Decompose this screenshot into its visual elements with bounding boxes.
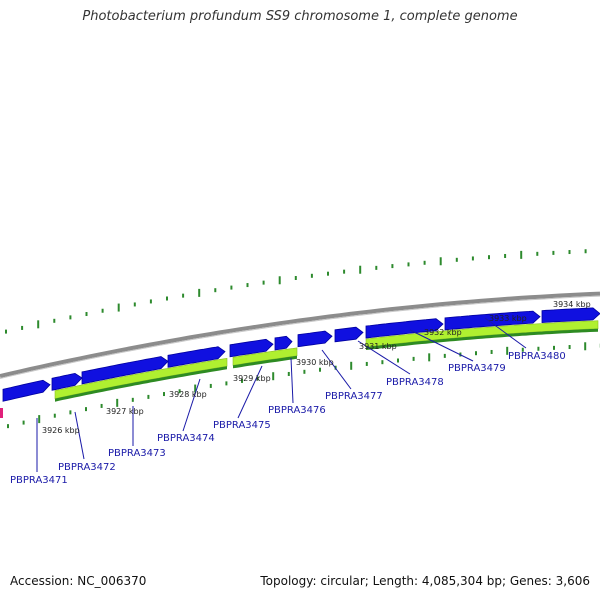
gene-leader-line [182, 378, 201, 432]
gene-leader-line [409, 329, 474, 362]
feature-tracks [0, 307, 600, 418]
gene-leader-line [484, 317, 527, 349]
outer-tick-ring [5, 249, 587, 334]
kbp-label: 3934 kbp [553, 300, 591, 309]
forward-cds-arrow [365, 318, 444, 339]
map-labels: 3926 kbp 3927 kbp 3928 kbp 3929 kbp 3930 kbp… [10, 300, 591, 486]
inner-tick-ring [7, 342, 600, 429]
forward-cds-arrow [229, 338, 274, 358]
forward-cds-arrow [167, 346, 226, 368]
backbone-inner-line [0, 295, 600, 379]
kbp-label: 3930 kbp [296, 358, 334, 367]
gene-label: PBPRA3477 [325, 391, 383, 402]
kbp-label: 3933 kbp [489, 314, 527, 323]
gene-leader-line [290, 357, 294, 404]
forward-cds-arrow [541, 307, 600, 324]
backbone [0, 291, 600, 379]
gene-leader-line [74, 411, 85, 460]
gene-label: PBPRA3476 [268, 405, 326, 416]
kbp-label: 3928 kbp [169, 390, 207, 399]
gene-leader-line [357, 340, 411, 375]
forward-cds-arrow [81, 356, 169, 385]
gene-leader-lines [36, 317, 527, 472]
kbp-label: 3929 kbp [233, 374, 271, 383]
reverse-cds-shadow [55, 366, 227, 402]
reverse-cds-shadow [366, 328, 598, 350]
gene-label: PBPRA3479 [448, 363, 506, 374]
gene-label: PBPRA3471 [10, 475, 68, 486]
gene-label: PBPRA3473 [108, 448, 166, 459]
gene-label: PBPRA3474 [157, 433, 215, 444]
gene-label: PBPRA3478 [386, 377, 444, 388]
map-title: Photobacterium profundum SS9 chromosome … [82, 9, 518, 24]
feature-marker [0, 408, 3, 418]
kbp-label: 3932 kbp [424, 328, 462, 337]
backbone-line [0, 291, 600, 378]
forward-cds-arrow [51, 372, 83, 391]
kbp-label: 3926 kbp [42, 426, 80, 435]
genome-summary-text: Topology: circular; Length: 4,085,304 bp… [260, 574, 590, 588]
gene-label: PBPRA3472 [58, 462, 116, 473]
forward-cds-arrow [334, 326, 364, 343]
forward-cds-arrow [274, 335, 293, 351]
forward-cds-arrow [297, 330, 333, 348]
kbp-label: 3931 kbp [359, 342, 397, 351]
gene-leader-line [237, 365, 263, 419]
accession-text: Accession: NC_006370 [10, 574, 147, 588]
reverse-cds-shadow [233, 355, 297, 369]
gene-leader-line [321, 349, 352, 390]
forward-cds-arrow [444, 310, 541, 331]
forward-cds-arrow [2, 379, 51, 402]
gene-label: PBPRA3475 [213, 420, 271, 431]
kbp-label: 3927 kbp [106, 407, 144, 416]
gene-label: PBPRA3480 [508, 351, 566, 362]
